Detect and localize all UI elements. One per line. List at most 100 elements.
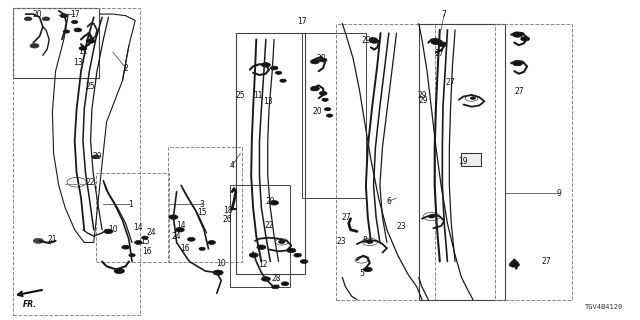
Circle shape xyxy=(63,30,70,33)
Text: 27: 27 xyxy=(541,257,551,266)
Circle shape xyxy=(30,44,39,48)
Circle shape xyxy=(310,86,319,91)
Text: 1: 1 xyxy=(128,200,132,209)
Text: 13: 13 xyxy=(73,58,83,67)
Text: 27: 27 xyxy=(446,78,456,87)
Text: 27: 27 xyxy=(342,213,351,222)
Circle shape xyxy=(199,247,205,251)
Circle shape xyxy=(287,248,296,252)
Circle shape xyxy=(129,253,135,257)
Text: 29: 29 xyxy=(417,92,427,100)
Circle shape xyxy=(33,238,44,244)
Bar xyxy=(495,24,572,300)
Text: 4: 4 xyxy=(230,161,234,170)
Text: 20: 20 xyxy=(312,107,322,116)
Text: 29: 29 xyxy=(266,197,275,206)
Text: 16: 16 xyxy=(180,244,189,253)
Circle shape xyxy=(326,114,333,117)
Circle shape xyxy=(72,20,78,24)
Circle shape xyxy=(294,253,301,257)
Text: 15: 15 xyxy=(140,237,150,246)
Text: 21: 21 xyxy=(47,236,57,244)
Circle shape xyxy=(24,17,32,21)
Circle shape xyxy=(370,39,379,43)
Bar xyxy=(419,24,505,300)
Circle shape xyxy=(213,270,223,275)
Text: 18: 18 xyxy=(223,206,232,215)
Circle shape xyxy=(74,28,82,32)
Circle shape xyxy=(169,215,178,219)
Bar xyxy=(96,173,169,261)
Bar xyxy=(230,185,290,287)
Text: 12: 12 xyxy=(258,260,268,268)
Text: 14: 14 xyxy=(176,221,186,230)
Text: 28: 28 xyxy=(272,274,282,283)
Circle shape xyxy=(141,236,148,239)
Bar xyxy=(13,8,99,77)
Circle shape xyxy=(509,262,520,267)
Text: 23: 23 xyxy=(337,237,346,246)
Circle shape xyxy=(208,241,216,244)
Circle shape xyxy=(261,277,270,281)
Text: 23: 23 xyxy=(397,222,406,231)
Circle shape xyxy=(310,60,319,64)
Circle shape xyxy=(513,32,523,37)
Circle shape xyxy=(319,92,327,95)
Circle shape xyxy=(261,63,270,67)
Text: 19: 19 xyxy=(459,157,468,166)
Circle shape xyxy=(270,66,278,70)
Circle shape xyxy=(257,245,266,250)
Circle shape xyxy=(278,240,285,244)
Text: 7: 7 xyxy=(442,10,447,19)
Circle shape xyxy=(92,155,100,159)
Text: 22: 22 xyxy=(264,221,274,230)
Circle shape xyxy=(104,229,113,234)
Circle shape xyxy=(134,241,142,244)
Circle shape xyxy=(86,39,95,43)
Text: 2: 2 xyxy=(124,63,128,73)
Text: 24: 24 xyxy=(147,228,156,237)
Text: 20: 20 xyxy=(316,54,326,63)
Bar xyxy=(168,147,242,261)
Text: TGV4B4120: TGV4B4120 xyxy=(584,304,623,310)
Circle shape xyxy=(122,245,129,249)
Circle shape xyxy=(438,42,447,46)
Circle shape xyxy=(79,46,87,50)
Text: 14: 14 xyxy=(134,223,143,232)
Circle shape xyxy=(513,61,523,66)
Bar xyxy=(302,33,366,198)
Text: 15: 15 xyxy=(197,208,207,217)
Text: 25: 25 xyxy=(86,82,95,91)
Bar xyxy=(461,153,481,166)
Bar xyxy=(236,33,305,274)
Circle shape xyxy=(470,97,476,100)
Text: 10: 10 xyxy=(216,259,226,268)
Circle shape xyxy=(322,98,328,101)
Text: 9: 9 xyxy=(557,189,561,198)
Circle shape xyxy=(280,79,286,82)
Text: 20: 20 xyxy=(33,10,42,19)
Text: 17: 17 xyxy=(70,10,79,19)
Circle shape xyxy=(60,14,68,18)
Circle shape xyxy=(42,17,50,21)
Text: 13: 13 xyxy=(263,97,273,106)
Circle shape xyxy=(319,58,327,62)
Text: 11: 11 xyxy=(78,47,88,56)
Bar xyxy=(336,24,435,300)
Text: 29: 29 xyxy=(419,96,428,105)
Circle shape xyxy=(275,71,282,74)
Circle shape xyxy=(188,237,195,241)
Text: 3: 3 xyxy=(200,200,205,209)
Text: 8: 8 xyxy=(362,236,367,245)
Text: 6: 6 xyxy=(387,197,391,206)
Text: 24: 24 xyxy=(172,232,181,241)
Text: 16: 16 xyxy=(142,247,152,257)
Text: 29: 29 xyxy=(361,36,371,44)
Circle shape xyxy=(367,240,373,244)
Circle shape xyxy=(114,268,124,274)
Text: 17: 17 xyxy=(298,17,307,26)
Text: 26: 26 xyxy=(223,215,232,224)
Bar xyxy=(13,8,140,316)
Circle shape xyxy=(271,285,279,289)
Circle shape xyxy=(175,228,184,232)
